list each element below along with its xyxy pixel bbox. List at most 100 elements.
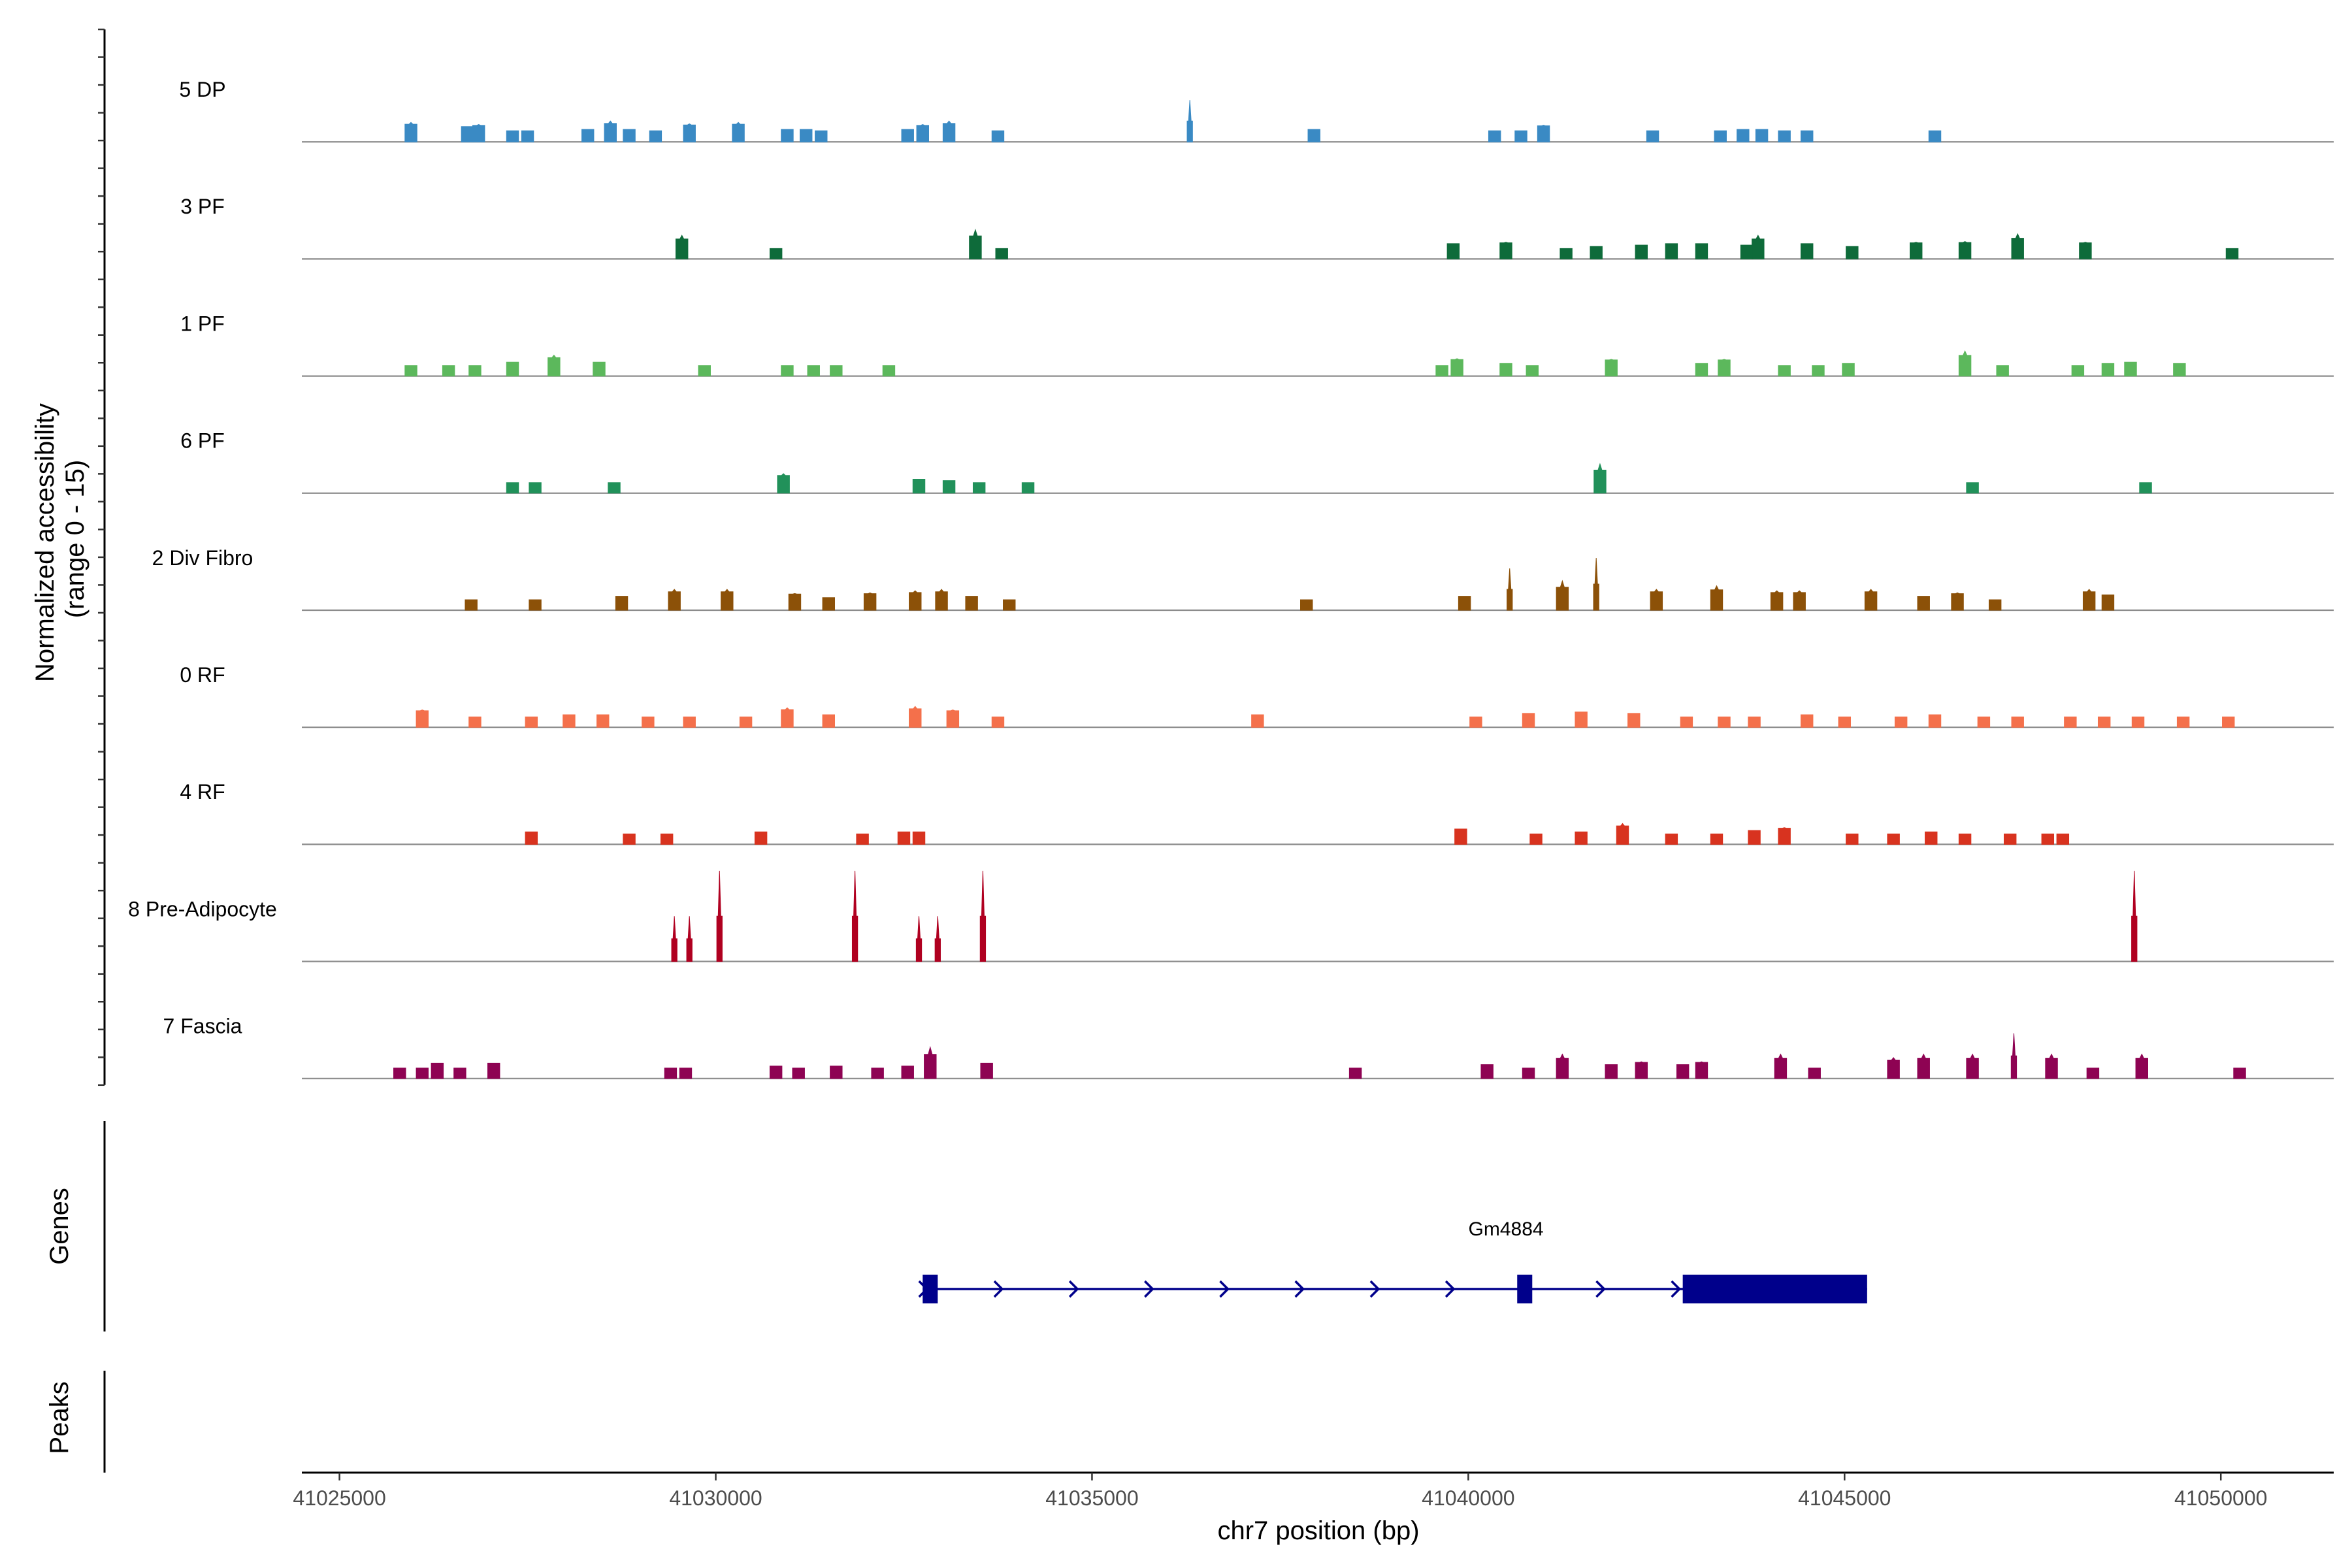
track-0: 5 DP [179, 78, 2334, 143]
genes-panel-label: Genes [45, 1188, 74, 1265]
coverage-peak [615, 596, 629, 611]
coverage-peak [912, 478, 926, 494]
coverage-peak [1996, 365, 2009, 377]
track-7: 8 Pre-Adipocyte [128, 870, 2334, 962]
x-tick-label: 41030000 [669, 1486, 762, 1510]
coverage-peak [1021, 482, 1035, 494]
coverage-peak [593, 361, 606, 377]
coverage-peak [863, 592, 877, 611]
coverage-peak [1695, 243, 1708, 259]
coverage-peak [1616, 823, 1629, 845]
track-4: 2 Div Fibro [152, 546, 2334, 612]
coverage-peak [1499, 242, 1512, 259]
coverage-peak [1480, 1064, 1494, 1079]
coverage-peak [2131, 716, 2145, 728]
coverage-peak [1593, 463, 1607, 494]
coverage-peak [991, 130, 1005, 142]
coverage-peak [1507, 568, 1513, 611]
coverage-peak [604, 120, 617, 142]
coverage-peak [2010, 1033, 2017, 1079]
coverage-peak [1251, 714, 1264, 728]
coverage-peak [1635, 244, 1648, 259]
coverage-peak [1635, 1061, 1648, 1079]
coverage-peak [1695, 363, 1708, 377]
coverage-peak [468, 716, 482, 728]
coverage-peak [732, 122, 745, 142]
coverage-peak [2233, 1068, 2246, 1079]
coverage-peak [1966, 482, 1979, 494]
coverage-peak [1665, 833, 1678, 845]
coverage-peak [1925, 831, 1938, 845]
coverage-peak [664, 1068, 678, 1079]
coverage-peak [924, 1045, 937, 1079]
coverage-peak [851, 870, 858, 962]
coverage-peak [1695, 1061, 1708, 1079]
coverage-peak [1627, 713, 1641, 728]
strand-arrow [1219, 1280, 1230, 1298]
coverage-peak [453, 1068, 466, 1079]
coverage-peak [404, 365, 417, 377]
coverage-peak [1958, 241, 1972, 259]
coverage-peak [909, 590, 922, 611]
coverage-peak [668, 589, 681, 611]
coverage-peak [393, 1068, 406, 1079]
coverage-peak [979, 870, 987, 962]
coverage-peak [2011, 233, 2024, 259]
strand-arrow [1369, 1280, 1380, 1298]
coverage-peak [1812, 365, 1825, 377]
coverage-peak [1864, 589, 1878, 611]
track-label: 6 PF [180, 429, 225, 453]
gene-exon [923, 1275, 938, 1303]
track-8: 7 Fascia [163, 1015, 2334, 1079]
coverage-peak [671, 916, 678, 962]
coverage-peak [1800, 130, 1814, 142]
coverage-peak [1680, 716, 1693, 728]
coverage-peak [1514, 130, 1527, 142]
coverage-peak [781, 129, 794, 142]
strand-arrow [1595, 1280, 1606, 1298]
coverage-peak [1522, 1068, 1535, 1079]
coverage-peak [1740, 244, 1754, 259]
coverage-peak [871, 1068, 884, 1079]
coverage-peak [1842, 363, 1855, 377]
x-axis-title: chr7 position (bp) [1217, 1516, 1419, 1545]
coverage-peak [1958, 833, 1972, 845]
coverage-peak [529, 482, 542, 494]
coverage-peak [1710, 833, 1723, 845]
track-label: 1 PF [180, 312, 225, 335]
coverage-peak [972, 482, 986, 494]
coverage-peak [2071, 365, 2085, 377]
coverage-peak [2064, 716, 2077, 728]
coverage-peak [1676, 1064, 1690, 1079]
coverage-peak [1800, 243, 1814, 259]
strand-arrow [1144, 1280, 1154, 1298]
coverage-peak [1917, 1053, 1930, 1079]
coverage-peak [1793, 590, 1806, 611]
coverage-peak [2222, 716, 2235, 728]
coverage-peak [807, 365, 820, 377]
coverage-peak [2124, 361, 2137, 377]
strand-arrow [1068, 1280, 1079, 1298]
gene-exon [1517, 1275, 1533, 1303]
coverage-peak [1560, 248, 1573, 259]
coverage-peak [909, 706, 922, 728]
coverage-peak [525, 831, 538, 845]
coverage-peak [739, 716, 753, 728]
coverage-peak [882, 365, 896, 377]
coverage-peak [649, 130, 662, 142]
track-1: 3 PF [180, 195, 2334, 260]
strand-arrow [993, 1280, 1004, 1298]
coverage-peak [901, 1066, 914, 1079]
coverage-peak [721, 589, 734, 611]
coverage-peak [581, 129, 595, 142]
coverage-peak [472, 123, 485, 142]
coverage-peak [2176, 716, 2190, 728]
x-tick-label: 41040000 [1422, 1486, 1514, 1510]
coverage-peak [1526, 365, 1539, 377]
coverage-peak [1446, 243, 1460, 259]
coverage-peak [2097, 716, 2111, 728]
track-label: 2 Div Fibro [152, 546, 253, 570]
coverage-peak [465, 599, 478, 611]
coverage-peak [547, 354, 561, 377]
coverage-peak [660, 833, 674, 845]
